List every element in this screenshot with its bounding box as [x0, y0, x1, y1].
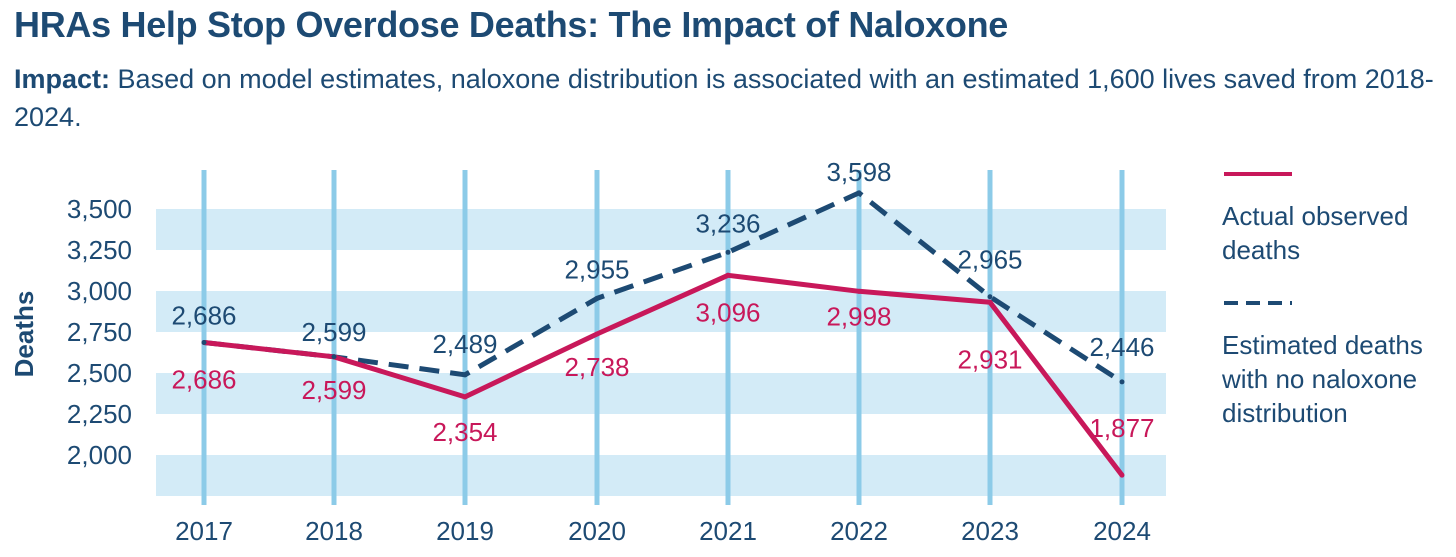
legend-label-estimated-3: distribution: [1222, 398, 1348, 428]
series-line-estimated: [203, 190, 1124, 385]
x-tick-label-2021: 2021: [699, 516, 757, 546]
point-actual-2023: [987, 299, 993, 305]
x-tick-label-2017: 2017: [175, 516, 233, 546]
point-estimated-2018: [331, 354, 337, 360]
x-tick-label-2022: 2022: [830, 516, 888, 546]
legend-item-actual: Actual observed deaths: [1222, 160, 1452, 267]
x-tick-label-2020: 2020: [568, 516, 626, 546]
point-estimated-2022: [856, 190, 862, 196]
y-tick-label: 3,250: [67, 235, 132, 265]
point-actual-2024: [1119, 472, 1125, 478]
x-tick-label-2023: 2023: [961, 516, 1019, 546]
legend-item-estimated: Estimated deaths with no naloxone distri…: [1222, 289, 1452, 430]
series-line-actual: [203, 272, 1124, 477]
data-label-actual-2023: 2,931: [957, 344, 1022, 374]
data-label-actual-2018: 2,599: [301, 375, 366, 405]
y-tick-label: 2,500: [67, 358, 132, 388]
data-label-estimated-2018: 2,599: [301, 317, 366, 347]
chart-subtitle: Impact: Based on model estimates, naloxo…: [14, 60, 1434, 136]
y-tick-label: 3,500: [67, 194, 132, 224]
grid-band-0: [156, 209, 1166, 250]
data-label-actual-2019: 2,354: [432, 417, 497, 447]
chart-title: HRAs Help Stop Overdose Deaths: The Impa…: [14, 4, 1008, 45]
y-tick-label: 2,750: [67, 317, 132, 347]
data-label-estimated-2017: 2,686: [171, 300, 236, 330]
data-label-estimated-2021: 3,236: [695, 208, 760, 238]
data-label-actual-2017: 2,686: [171, 364, 236, 394]
point-actual-2021: [725, 272, 731, 278]
point-estimated-2020: [594, 295, 600, 301]
data-label-actual-2021: 3,096: [695, 297, 760, 327]
x-tick-label-2018: 2018: [305, 516, 363, 546]
point-estimated-2021: [725, 249, 731, 255]
data-label-estimated-2019: 2,489: [432, 329, 497, 359]
point-estimated-2019: [462, 372, 468, 378]
legend-swatch-estimated: [1224, 301, 1292, 305]
y-axis-title: Deaths: [9, 291, 39, 378]
y-tick-label: 3,000: [67, 276, 132, 306]
data-label-actual-2022: 2,998: [826, 301, 891, 331]
y-tick-label: 2,250: [67, 399, 132, 429]
data-label-actual-2020: 2,738: [564, 352, 629, 382]
y-tick-label: 2,000: [67, 440, 132, 470]
legend-label-estimated-1: Estimated deaths: [1222, 330, 1423, 360]
data-label-estimated-2020: 2,955: [564, 254, 629, 284]
data-label-estimated-2023: 2,965: [957, 245, 1022, 275]
legend-swatch-actual: [1224, 172, 1292, 176]
legend-label-actual-2: deaths: [1222, 235, 1301, 265]
point-actual-2019: [462, 394, 468, 400]
grid-band-3: [156, 455, 1166, 496]
point-actual-2022: [856, 288, 862, 294]
x-tick-label-2024: 2024: [1093, 516, 1151, 546]
data-label-estimated-2024: 2,446: [1089, 332, 1154, 362]
data-label-actual-2024: 1,877: [1089, 413, 1154, 443]
point-actual-2020: [594, 331, 600, 337]
x-tick-label-2019: 2019: [436, 516, 494, 546]
grid-band-2: [156, 373, 1166, 414]
subtitle-text: Based on model estimates, naloxone distr…: [14, 64, 1434, 132]
point-estimated-2017: [201, 339, 207, 345]
data-label-estimated-2022: 3,598: [826, 157, 891, 187]
point-estimated-2023: [987, 294, 993, 300]
legend-label-actual-1: Actual observed: [1222, 201, 1409, 231]
point-estimated-2024: [1119, 379, 1125, 385]
chart-legend: Actual observed deaths Estimated deaths …: [1222, 160, 1452, 452]
legend-label-estimated-2: with no naloxone: [1222, 364, 1418, 394]
subtitle-lead: Impact:: [14, 64, 111, 94]
